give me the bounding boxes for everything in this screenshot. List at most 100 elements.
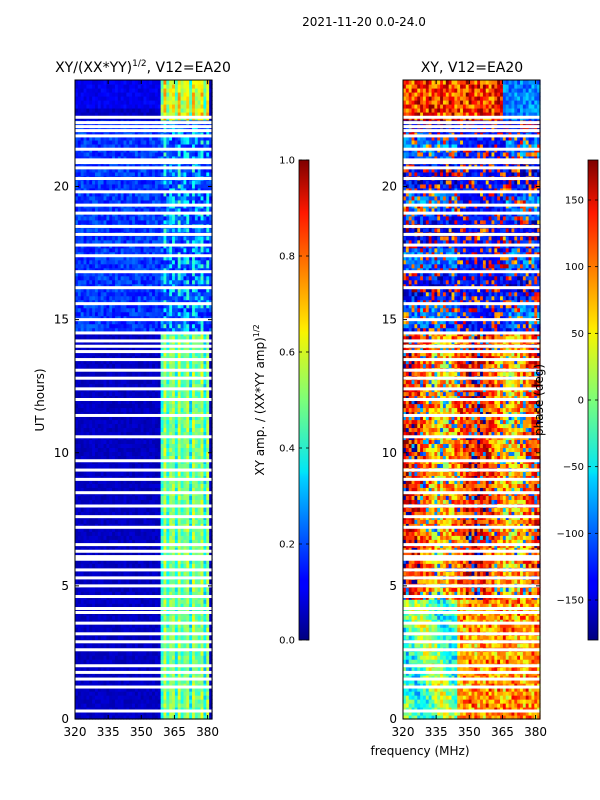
heatmap-cell <box>109 643 113 648</box>
heatmap-cell <box>146 655 150 660</box>
heatmap-cell <box>163 447 167 453</box>
heatmap-cell <box>160 627 165 632</box>
heatmap-cell <box>197 519 202 524</box>
heatmap-cell <box>203 511 207 516</box>
heatmap-cell <box>180 635 185 640</box>
heatmap-cell <box>129 471 133 476</box>
heatmap-cell <box>206 703 210 708</box>
heatmap-cell <box>123 483 127 488</box>
heatmap-cell <box>172 527 176 532</box>
heatmap-cell <box>83 499 88 504</box>
heatmap-cell <box>112 655 116 660</box>
heatmap-cell <box>132 579 136 584</box>
heatmap-cell <box>86 507 90 512</box>
heatmap-cell <box>120 579 125 584</box>
heatmap-cell <box>109 427 113 433</box>
heatmap-cell <box>80 619 85 624</box>
heatmap-cell <box>106 531 110 536</box>
heatmap-cell <box>160 703 165 708</box>
heatmap-cell <box>100 531 105 536</box>
heatmap-cell <box>140 535 145 540</box>
heatmap-cell <box>80 643 85 648</box>
heatmap-cell <box>166 483 170 488</box>
heatmap-cell <box>92 383 96 389</box>
heatmap-cell <box>183 603 187 608</box>
heatmap-cell <box>186 427 190 433</box>
heatmap-cell <box>166 323 170 329</box>
heatmap-cell <box>174 323 179 329</box>
heatmap-cell <box>192 667 196 672</box>
heatmap-cell <box>163 679 167 684</box>
heatmap-cell <box>134 623 139 628</box>
heatmap-cell <box>114 447 119 453</box>
heatmap-cell <box>100 579 105 584</box>
heatmap-cell <box>180 603 185 608</box>
heatmap-cell <box>146 623 150 628</box>
heatmap-cell <box>126 623 130 628</box>
heatmap-cell <box>134 687 139 692</box>
heatmap-cell <box>94 703 99 708</box>
heatmap-cell <box>126 695 130 700</box>
heatmap-cell <box>83 523 88 528</box>
heatmap-cell <box>106 411 110 417</box>
heatmap-cell <box>100 643 105 648</box>
heatmap-cell <box>209 539 213 544</box>
heatmap-cell <box>189 707 193 712</box>
heatmap-cell <box>177 327 182 333</box>
heatmap-cell <box>160 519 165 524</box>
heatmap-cell <box>89 591 93 596</box>
heatmap-cell <box>194 419 199 425</box>
heatmap-cell <box>129 683 133 688</box>
heatmap-cell <box>120 691 125 696</box>
heatmap-cell <box>200 315 205 321</box>
heatmap-cell <box>100 427 105 433</box>
heatmap-cell <box>126 427 130 433</box>
heatmap-cell <box>189 359 193 365</box>
heatmap-cell <box>75 303 79 309</box>
heatmap-cell <box>109 623 113 628</box>
heatmap-cell <box>160 379 165 385</box>
heatmap-cell <box>180 519 185 524</box>
heatmap-cell <box>154 383 159 389</box>
heatmap-cell <box>157 455 162 460</box>
heatmap-cell <box>123 699 127 704</box>
heatmap-cell <box>75 699 79 704</box>
heatmap-cell <box>180 535 185 540</box>
heatmap-cell <box>209 483 213 488</box>
heatmap-cell <box>166 335 170 341</box>
heatmap-cell <box>169 687 173 692</box>
heatmap-cell <box>197 655 202 660</box>
heatmap-cell <box>180 479 185 484</box>
heatmap-cell <box>206 403 210 409</box>
heatmap-cell <box>120 451 125 457</box>
heatmap-cell <box>109 511 113 516</box>
heatmap-cell <box>180 683 185 688</box>
heatmap-cell <box>75 695 79 700</box>
heatmap-cell <box>120 479 125 484</box>
heatmap-cell <box>189 499 193 504</box>
heatmap-cell <box>92 487 96 492</box>
heatmap-cell <box>123 667 127 672</box>
heatmap-cell <box>89 659 93 664</box>
heatmap-cell <box>177 655 182 660</box>
heatmap-cell <box>186 579 190 584</box>
heatmap-cell <box>189 455 193 460</box>
heatmap-cell <box>177 443 182 449</box>
heatmap-cell <box>132 587 136 592</box>
heatmap-cell <box>154 327 159 333</box>
heatmap-cell <box>143 511 147 516</box>
heatmap-cell <box>129 487 133 492</box>
heatmap-cell <box>80 359 85 365</box>
heatmap-cell <box>94 315 99 321</box>
heatmap-cell <box>194 695 199 700</box>
heatmap-cell <box>143 307 147 313</box>
heatmap-cell <box>100 563 105 568</box>
heatmap-cell <box>183 495 187 500</box>
heatmap-cell <box>129 619 133 624</box>
heatmap-cell <box>160 347 165 353</box>
heatmap-cell <box>92 399 96 405</box>
heatmap-cell <box>97 307 102 313</box>
heatmap-cell <box>163 571 167 576</box>
heatmap-cell <box>186 707 190 712</box>
heatmap-cell <box>97 687 102 692</box>
